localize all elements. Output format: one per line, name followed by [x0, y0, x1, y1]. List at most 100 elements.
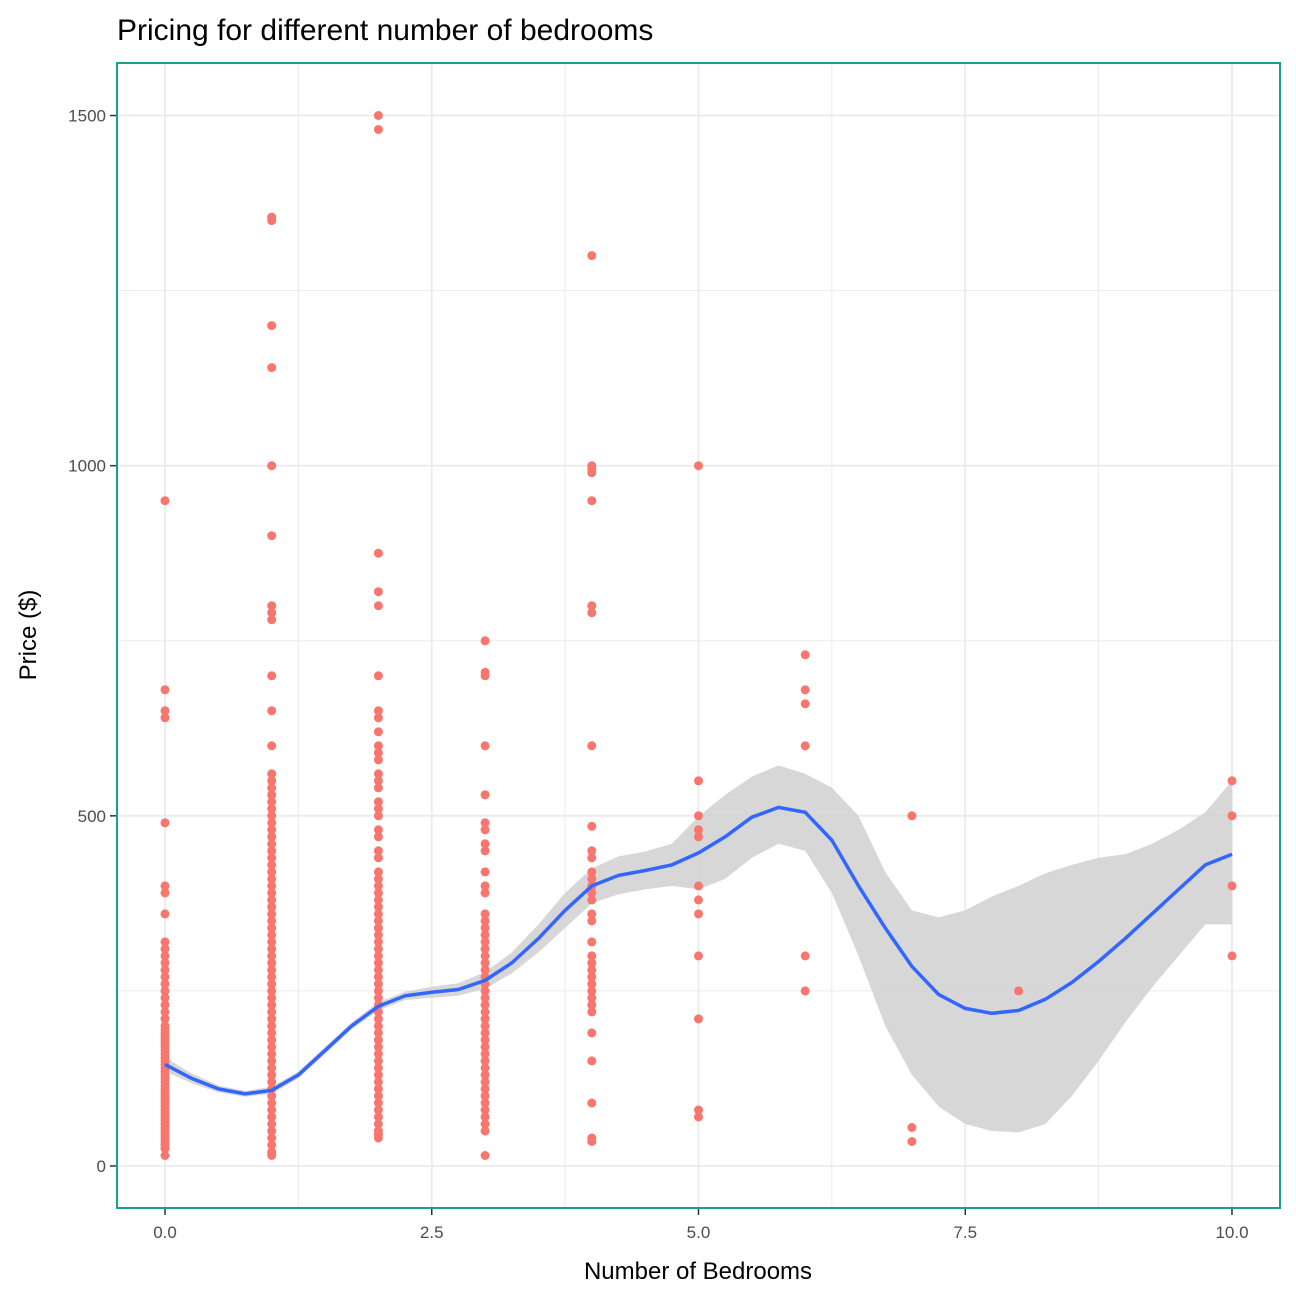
- data-point: [907, 1137, 917, 1146]
- data-point: [587, 888, 597, 898]
- data-point: [267, 916, 277, 926]
- data-point: [587, 741, 597, 751]
- data-point: [373, 986, 383, 996]
- data-point: [267, 1035, 277, 1045]
- data-point: [373, 783, 383, 793]
- data-point: [267, 937, 277, 947]
- data-point: [267, 860, 277, 870]
- data-point: [587, 986, 597, 996]
- data-point: [373, 706, 383, 716]
- data-point: [267, 1007, 277, 1017]
- data-point: [267, 1105, 277, 1115]
- data-point: [480, 741, 490, 751]
- data-point: [267, 601, 277, 611]
- data-point: [267, 1049, 277, 1059]
- data-point: [267, 1042, 277, 1052]
- data-point: [267, 1077, 277, 1087]
- data-point: [587, 993, 597, 1003]
- data-point: [373, 1014, 383, 1024]
- data-point: [267, 706, 277, 716]
- data-point: [587, 937, 597, 947]
- data-point: [694, 811, 703, 821]
- data-point: [267, 979, 277, 989]
- data-point: [480, 958, 490, 968]
- data-point: [373, 1042, 383, 1052]
- data-point: [373, 804, 383, 814]
- data-point: [373, 958, 383, 968]
- data-point: [1227, 881, 1237, 891]
- chart-title: Pricing for different number of bedrooms: [117, 14, 653, 47]
- data-point: [267, 769, 277, 779]
- x-tick-label: 5.0: [687, 1223, 711, 1242]
- data-point: [267, 902, 277, 912]
- data-point: [267, 1112, 277, 1122]
- data-point: [800, 986, 810, 996]
- data-point: [480, 993, 490, 1003]
- data-point: [373, 548, 383, 558]
- data-point: [267, 846, 277, 856]
- data-point: [160, 986, 170, 996]
- data-point: [373, 1084, 383, 1094]
- data-point: [267, 741, 277, 751]
- data-point: [587, 951, 597, 961]
- data-point: [160, 706, 170, 716]
- data-point: [373, 867, 383, 877]
- data-point: [373, 1133, 383, 1143]
- data-point: [267, 804, 277, 814]
- data-point: [267, 818, 277, 828]
- data-point: [267, 1070, 277, 1080]
- data-point: [480, 790, 490, 800]
- data-point: [480, 1021, 490, 1031]
- data-point: [480, 671, 490, 681]
- data-point: [267, 797, 277, 807]
- data-point: [800, 741, 810, 751]
- data-point: [587, 1137, 597, 1146]
- data-point: [267, 321, 277, 331]
- data-points: [160, 111, 1237, 1160]
- data-point: [267, 1000, 277, 1010]
- data-point: [373, 776, 383, 786]
- data-point: [587, 979, 597, 989]
- data-point: [480, 839, 490, 849]
- data-point: [267, 1119, 277, 1129]
- data-point: [373, 923, 383, 933]
- data-point: [1227, 951, 1237, 961]
- data-point: [267, 216, 277, 226]
- data-point: [694, 951, 703, 961]
- y-tick-label: 1500: [68, 107, 106, 126]
- data-point: [267, 1098, 277, 1108]
- data-point: [480, 1084, 490, 1094]
- data-point: [587, 874, 597, 884]
- data-point: [267, 1126, 277, 1136]
- data-point: [267, 965, 277, 975]
- y-tick-label: 0: [97, 1157, 106, 1176]
- data-point: [160, 713, 170, 723]
- data-point: [480, 923, 490, 933]
- data-point: [694, 825, 703, 835]
- data-point: [480, 636, 490, 646]
- data-point: [480, 1042, 490, 1052]
- data-point: [160, 951, 170, 961]
- data-point: [587, 821, 597, 831]
- data-point: [587, 853, 597, 863]
- data-point: [267, 895, 277, 905]
- data-point: [480, 881, 490, 891]
- data-point: [373, 979, 383, 989]
- data-point: [373, 1028, 383, 1038]
- data-point: [160, 888, 170, 898]
- data-point: [373, 1105, 383, 1115]
- data-point: [160, 979, 170, 989]
- data-point: [373, 1063, 383, 1073]
- data-point: [587, 1000, 597, 1010]
- data-point: [267, 881, 277, 891]
- data-point: [480, 1126, 490, 1136]
- data-point: [800, 685, 810, 695]
- data-point: [267, 1056, 277, 1066]
- data-point: [160, 958, 170, 968]
- data-point: [160, 944, 170, 954]
- data-point: [480, 944, 490, 954]
- data-point: [480, 1035, 490, 1045]
- data-point: [480, 1091, 490, 1101]
- data-point: [373, 993, 383, 1003]
